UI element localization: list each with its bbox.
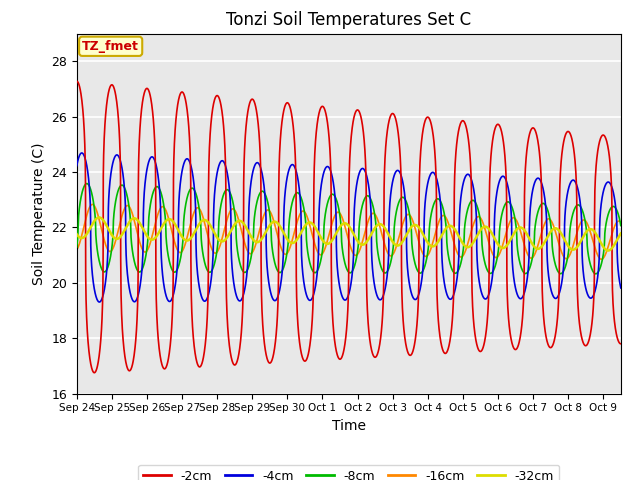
-8cm <box>73 244 81 250</box>
-4cm <box>282 184 290 190</box>
-8cm <box>168 265 175 271</box>
-4cm <box>617 285 625 291</box>
-4cm <box>95 299 103 305</box>
-32cm <box>168 217 175 223</box>
-4cm <box>78 150 86 156</box>
Line: -8cm: -8cm <box>77 183 621 274</box>
-32cm <box>617 230 625 236</box>
-2cm <box>135 145 143 151</box>
Line: -4cm: -4cm <box>77 153 621 302</box>
-16cm <box>282 252 289 257</box>
-16cm <box>305 220 313 226</box>
-32cm <box>604 248 612 253</box>
-8cm <box>135 269 143 275</box>
-2cm <box>168 330 175 336</box>
Title: Tonzi Soil Temperatures Set C: Tonzi Soil Temperatures Set C <box>226 11 472 29</box>
-16cm <box>607 236 614 242</box>
-4cm <box>135 288 143 294</box>
-32cm <box>95 215 103 220</box>
-8cm <box>83 180 91 186</box>
-32cm <box>607 247 614 252</box>
Y-axis label: Soil Temperature (C): Soil Temperature (C) <box>31 143 45 285</box>
-4cm <box>168 297 175 303</box>
-16cm <box>88 202 96 207</box>
-32cm <box>548 228 556 233</box>
-8cm <box>548 230 556 236</box>
-16cm <box>135 237 143 242</box>
-32cm <box>282 233 289 239</box>
-2cm <box>73 78 81 84</box>
X-axis label: Time: Time <box>332 419 366 433</box>
-8cm <box>282 258 289 264</box>
-8cm <box>592 271 600 276</box>
-32cm <box>135 219 143 225</box>
Legend: -2cm, -4cm, -8cm, -16cm, -32cm: -2cm, -4cm, -8cm, -16cm, -32cm <box>138 465 559 480</box>
-16cm <box>548 219 556 225</box>
-8cm <box>617 223 625 228</box>
-4cm <box>548 290 556 296</box>
Text: TZ_fmet: TZ_fmet <box>82 40 139 53</box>
-2cm <box>607 163 614 168</box>
-4cm <box>73 163 81 168</box>
-2cm <box>548 344 556 350</box>
-16cm <box>617 219 625 225</box>
-2cm <box>90 370 98 375</box>
-4cm <box>607 181 614 187</box>
Line: -16cm: -16cm <box>77 204 621 259</box>
Line: -2cm: -2cm <box>77 81 621 372</box>
-32cm <box>305 219 313 225</box>
-8cm <box>305 257 313 263</box>
-16cm <box>168 227 175 232</box>
-2cm <box>282 102 289 108</box>
-16cm <box>73 247 81 252</box>
-8cm <box>607 206 614 212</box>
Line: -32cm: -32cm <box>77 217 621 251</box>
-16cm <box>598 256 605 262</box>
-4cm <box>305 297 313 303</box>
-2cm <box>617 341 625 347</box>
-2cm <box>305 347 313 353</box>
-32cm <box>73 231 81 237</box>
